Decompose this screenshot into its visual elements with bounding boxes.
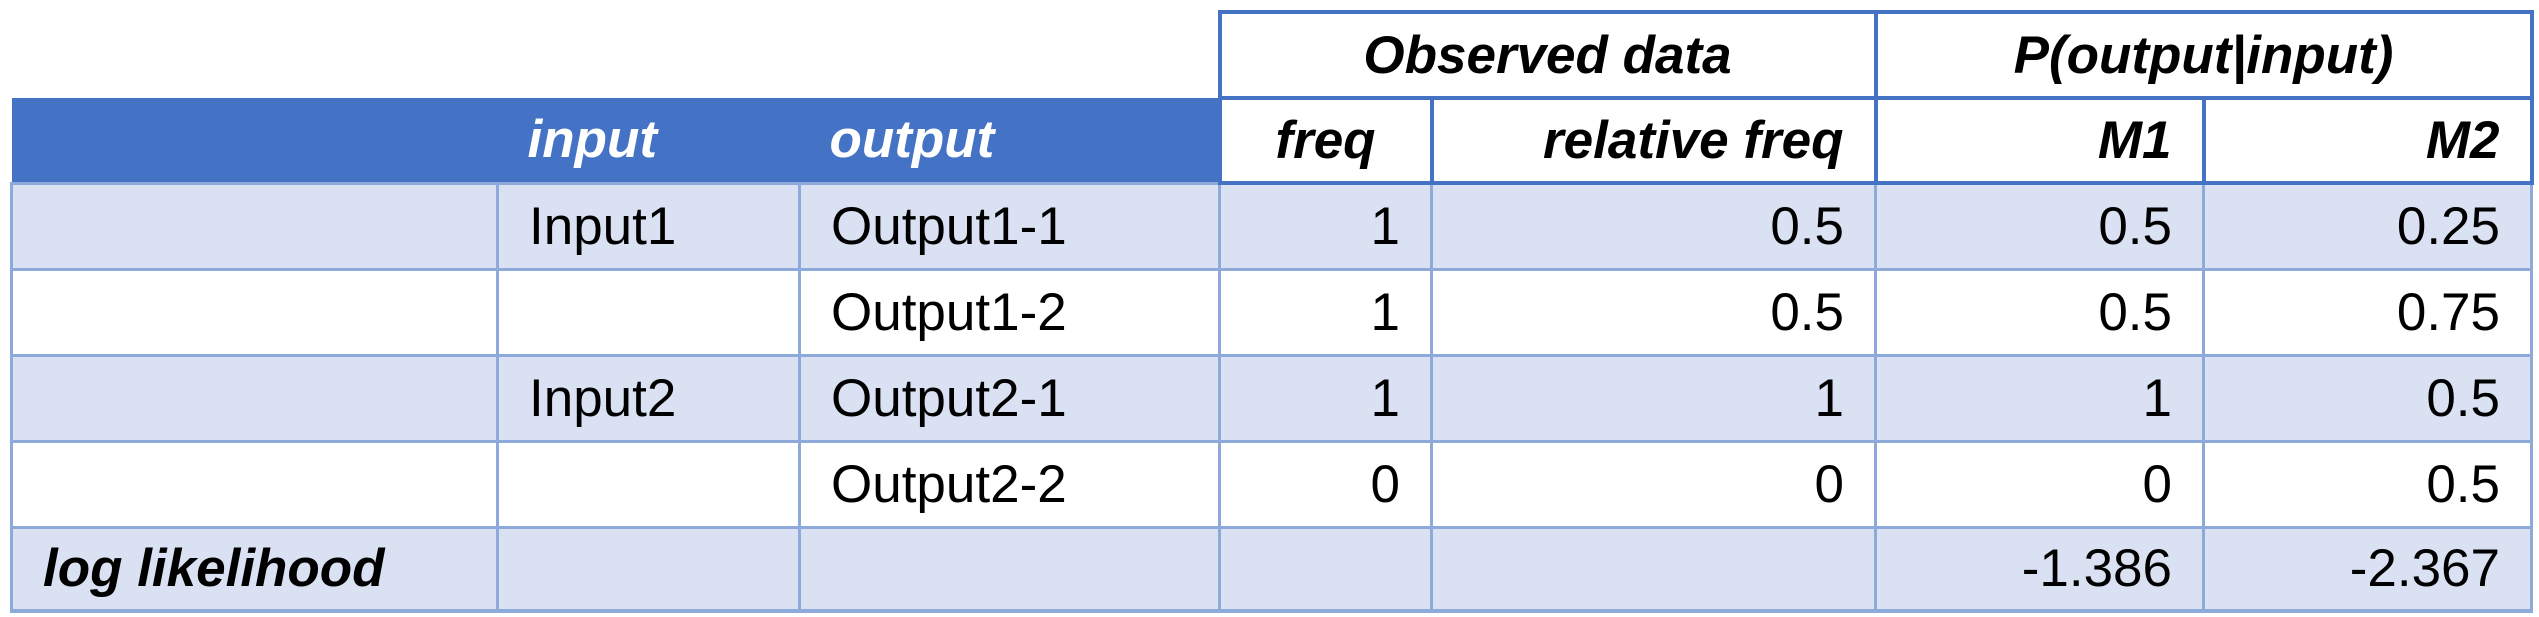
- output-cell: Output2-2: [798, 439, 1221, 529]
- output-cell: Output1-1: [798, 181, 1221, 271]
- m2-cell: 0.75: [2202, 267, 2533, 357]
- likelihood-table: Observed data P(output|input) input outp…: [10, 10, 2534, 613]
- column-header-row: input output freq relative freq M1 M2: [11, 96, 2534, 185]
- input-cell: Input1: [496, 181, 801, 271]
- m1-cell: 0.5: [1874, 181, 2205, 271]
- m1-cell: 1: [1874, 353, 2205, 443]
- table-row: Output1-2 1 0.5 0.5 0.75: [10, 267, 2533, 357]
- m2-column-header: M2: [2201, 96, 2534, 185]
- m1-column-header: M1: [1873, 96, 2206, 185]
- freq-cell: 0: [1218, 439, 1433, 529]
- table-row: Input2 Output2-1 1 1 1 0.5: [10, 353, 2533, 443]
- table-row: Output2-2 0 0 0 0.5: [10, 439, 2533, 529]
- freq-cell: 1: [1218, 353, 1433, 443]
- output-cell: Output2-1: [798, 353, 1221, 443]
- input-cell: [496, 267, 801, 357]
- freq-cell: 1: [1218, 267, 1433, 357]
- freq-cell: 1: [1218, 181, 1433, 271]
- input-cell: [496, 439, 801, 529]
- header-blank-cell: [11, 98, 498, 183]
- relative-freq-column-header: relative freq: [1429, 96, 1878, 185]
- row-label-cell: [10, 353, 499, 443]
- input-cell: Input2: [496, 353, 801, 443]
- output-cell: Output1-2: [798, 267, 1221, 357]
- row-label-cell: [10, 181, 499, 271]
- m2-cell: 0.5: [2202, 439, 2533, 529]
- m2-cell: 0.5: [2202, 353, 2533, 443]
- freq-column-header: freq: [1217, 96, 1434, 185]
- row-label-cell: [10, 267, 499, 357]
- m1-cell: 0.5: [1874, 267, 2205, 357]
- m2-log-likelihood-cell: -2.367: [2202, 525, 2533, 613]
- observed-data-header: Observed data: [1217, 10, 1878, 100]
- empty-cell: [496, 525, 801, 613]
- blank-cell: [11, 12, 498, 98]
- output-column-header: output: [799, 98, 1220, 183]
- empty-cell: [798, 525, 1221, 613]
- m1-log-likelihood-cell: -1.386: [1874, 525, 2205, 613]
- probability-header: P(output|input): [1873, 10, 2534, 100]
- relative-freq-cell: 0.5: [1430, 267, 1877, 357]
- input-column-header: input: [497, 98, 800, 183]
- empty-cell: [1218, 525, 1433, 613]
- table-row: Input1 Output1-1 1 0.5 0.5 0.25: [10, 181, 2533, 271]
- relative-freq-cell: 1: [1430, 353, 1877, 443]
- row-label-cell: [10, 439, 499, 529]
- blank-cell: [799, 12, 1220, 98]
- group-header-row: Observed data P(output|input): [11, 10, 2534, 100]
- m1-cell: 0: [1874, 439, 2205, 529]
- log-likelihood-label: log likelihood: [10, 525, 499, 613]
- empty-cell: [1430, 525, 1877, 613]
- m2-cell: 0.25: [2202, 181, 2533, 271]
- blank-cell: [497, 12, 800, 98]
- relative-freq-cell: 0.5: [1430, 181, 1877, 271]
- relative-freq-cell: 0: [1430, 439, 1877, 529]
- log-likelihood-row: log likelihood -1.386 -2.367: [10, 525, 2533, 613]
